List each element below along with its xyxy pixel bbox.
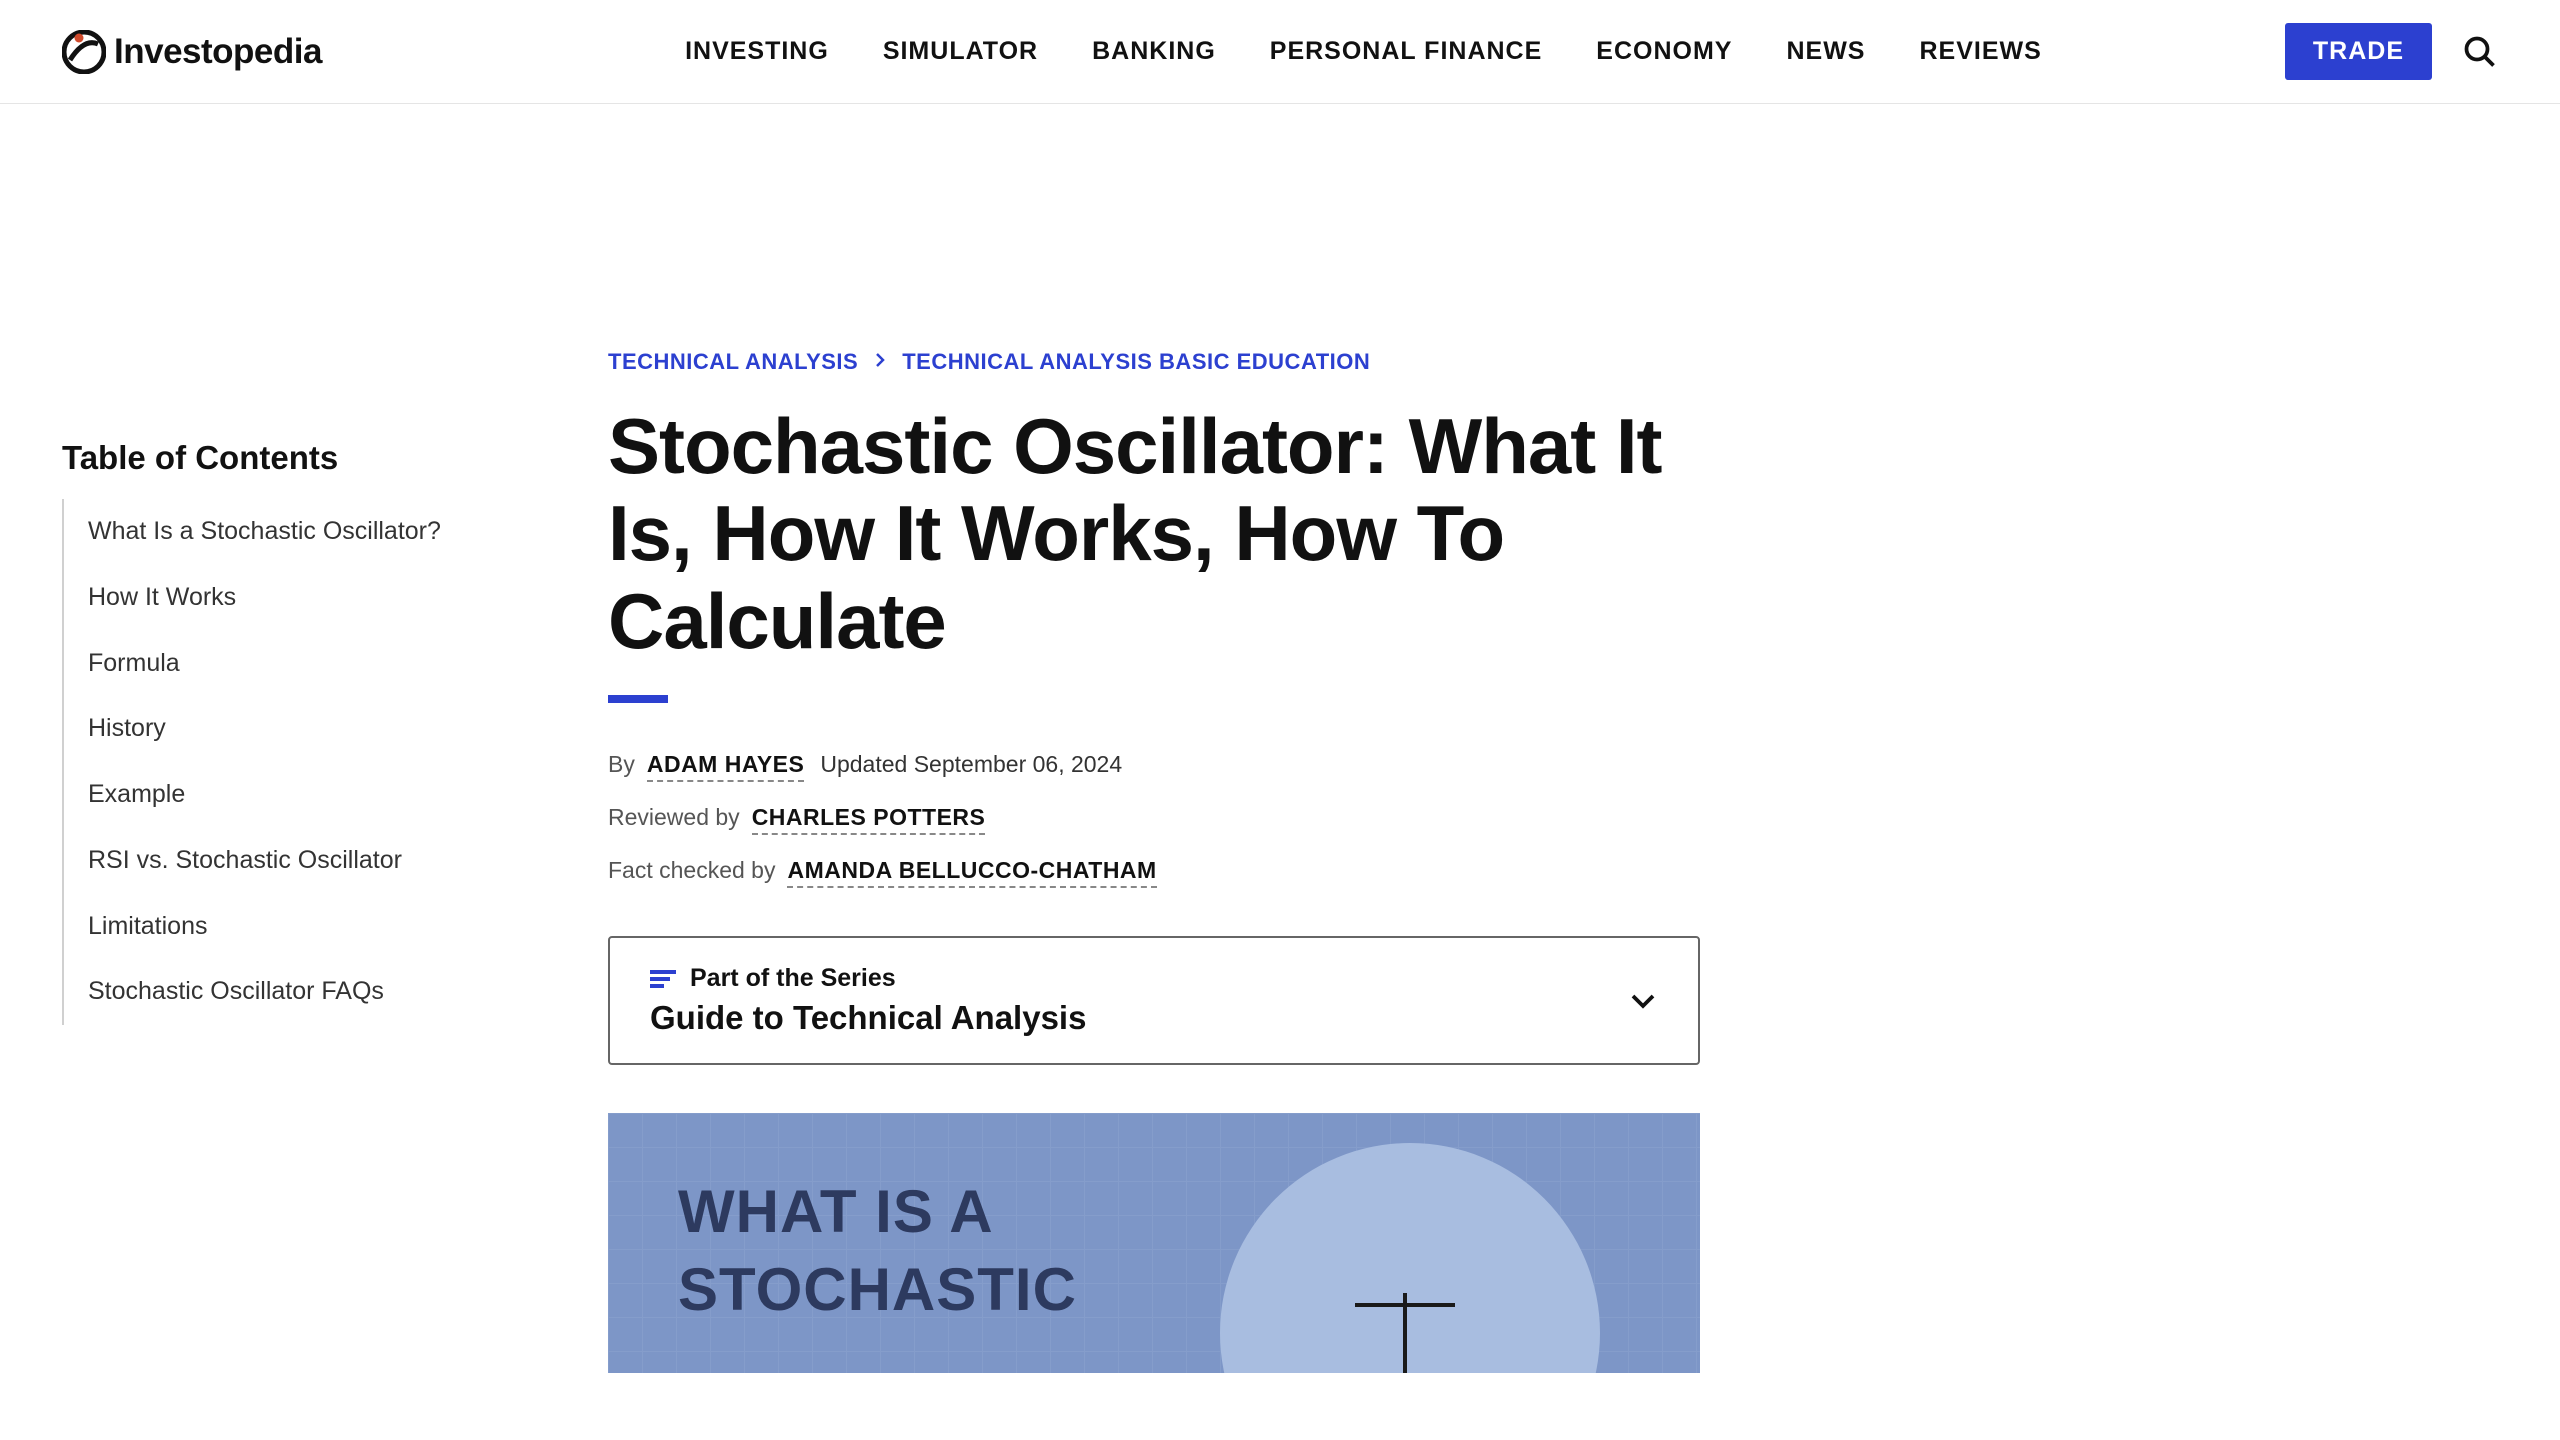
trade-button[interactable]: TRADE: [2285, 23, 2432, 80]
series-label: Part of the Series: [690, 964, 896, 993]
toc-item[interactable]: RSI vs. Stochastic Oscillator: [88, 828, 500, 894]
toc-title: Table of Contents: [62, 439, 500, 477]
article: TECHNICAL ANALYSIS TECHNICAL ANALYSIS BA…: [500, 349, 1700, 1373]
reviewer-link[interactable]: CHARLES POTTERS: [752, 804, 986, 835]
series-title: Guide to Technical Analysis: [650, 999, 1086, 1037]
nav-economy[interactable]: ECONOMY: [1596, 37, 1732, 66]
logo-text: Investopedia: [114, 32, 322, 72]
series-header: Part of the Series: [650, 964, 1086, 993]
author-link[interactable]: ADAM HAYES: [647, 751, 805, 782]
sidebar: Table of Contents What Is a Stochastic O…: [0, 349, 500, 1373]
header-right: TRADE: [2285, 23, 2498, 80]
reviewed-label: Reviewed by: [608, 804, 740, 831]
logo-icon: [62, 30, 106, 74]
hero-image: WHAT IS A STOCHASTIC: [608, 1113, 1700, 1373]
toc-list: What Is a Stochastic Oscillator? How It …: [62, 499, 500, 1025]
toc-item[interactable]: Formula: [88, 631, 500, 697]
hero-text: WHAT IS A STOCHASTIC: [678, 1173, 1630, 1329]
header: Investopedia INVESTING SIMULATOR BANKING…: [0, 0, 2560, 104]
series-content: Part of the Series Guide to Technical An…: [650, 964, 1086, 1037]
nav-news[interactable]: NEWS: [1786, 37, 1865, 66]
toc-item[interactable]: Stochastic Oscillator FAQs: [88, 959, 500, 1025]
chevron-right-icon: [874, 352, 886, 373]
nav-investing[interactable]: INVESTING: [685, 37, 829, 66]
series-expander[interactable]: Part of the Series Guide to Technical An…: [608, 936, 1700, 1065]
factcheck-row: Fact checked by AMANDA BELLUCCO-CHATHAM: [608, 857, 1700, 888]
toc-item[interactable]: History: [88, 696, 500, 762]
toc-item[interactable]: What Is a Stochastic Oscillator?: [88, 499, 500, 565]
list-icon: [650, 969, 676, 989]
breadcrumb: TECHNICAL ANALYSIS TECHNICAL ANALYSIS BA…: [608, 349, 1700, 375]
logo[interactable]: Investopedia: [62, 30, 322, 74]
byline-row: By ADAM HAYES Updated September 06, 2024: [608, 751, 1700, 782]
reviewed-row: Reviewed by CHARLES POTTERS: [608, 804, 1700, 835]
factcheck-label: Fact checked by: [608, 857, 775, 884]
chevron-down-icon: [1628, 986, 1658, 1016]
nav-personal-finance[interactable]: PERSONAL FINANCE: [1270, 37, 1543, 66]
article-title: Stochastic Oscillator: What It Is, How I…: [608, 403, 1700, 665]
toc-item[interactable]: How It Works: [88, 565, 500, 631]
by-label: By: [608, 751, 635, 778]
factchecker-link[interactable]: AMANDA BELLUCCO-CHATHAM: [787, 857, 1156, 888]
search-icon[interactable]: [2462, 34, 2498, 70]
main-nav: INVESTING SIMULATOR BANKING PERSONAL FIN…: [442, 37, 2285, 66]
main-content: Table of Contents What Is a Stochastic O…: [0, 104, 2560, 1373]
nav-simulator[interactable]: SIMULATOR: [883, 37, 1038, 66]
toc-item[interactable]: Example: [88, 762, 500, 828]
breadcrumb-item[interactable]: TECHNICAL ANALYSIS BASIC EDUCATION: [902, 349, 1370, 375]
breadcrumb-item[interactable]: TECHNICAL ANALYSIS: [608, 349, 858, 375]
nav-banking[interactable]: BANKING: [1092, 37, 1216, 66]
toc-item[interactable]: Limitations: [88, 894, 500, 960]
nav-reviews[interactable]: REVIEWS: [1919, 37, 2041, 66]
title-underline: [608, 695, 668, 703]
updated-date: Updated September 06, 2024: [820, 751, 1122, 778]
